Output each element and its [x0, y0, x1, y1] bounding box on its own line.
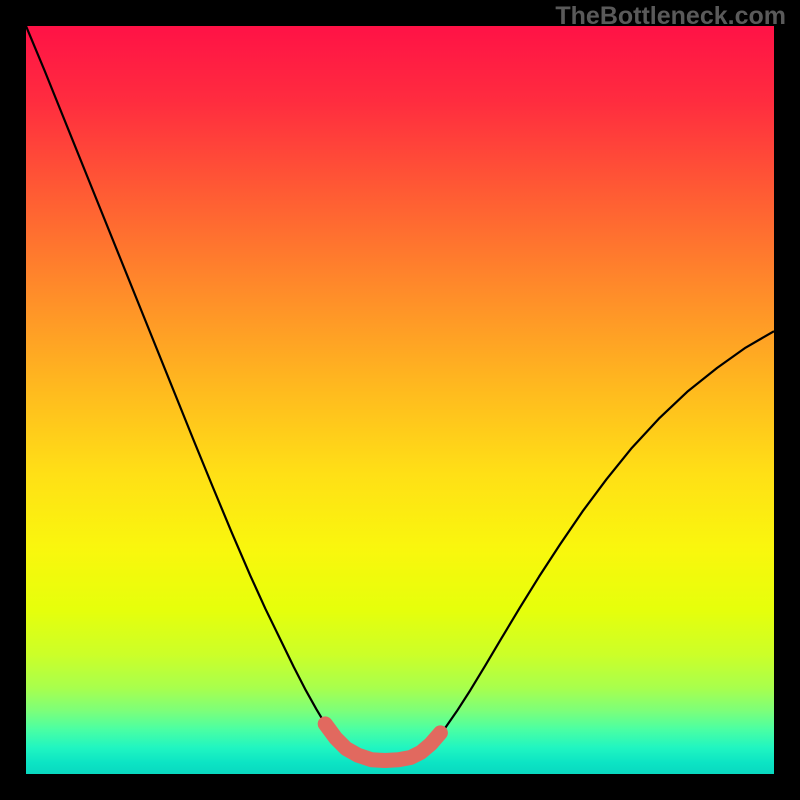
plot-frame [0, 0, 800, 800]
plot-inner [26, 26, 774, 774]
watermark-text: TheBottleneck.com [555, 2, 786, 31]
gradient-background [26, 26, 774, 774]
plot-svg [26, 26, 774, 774]
chart-viewport: TheBottleneck.com [0, 0, 800, 800]
